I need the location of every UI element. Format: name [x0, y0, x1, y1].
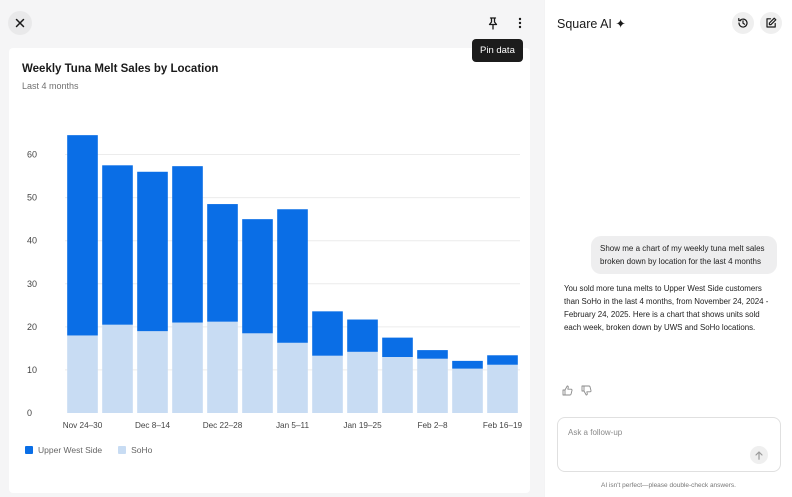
- x-tick-label-0: Nov 24–30: [63, 421, 103, 430]
- sparkle-icon: ✦: [615, 17, 626, 31]
- y-tick-label-30: 30: [27, 279, 37, 289]
- bar-upper-west-side-12: [487, 355, 518, 365]
- pin-data-tooltip: Pin data: [472, 39, 523, 62]
- chart-subtitle: Last 4 months: [22, 81, 79, 91]
- y-tick-label-0: 0: [27, 408, 32, 418]
- thumbs-up-button[interactable]: [561, 384, 573, 396]
- arrow-up-icon: [755, 450, 763, 460]
- bar-soho-5: [242, 333, 273, 413]
- bar-upper-west-side-7: [312, 311, 343, 356]
- x-tick-label-12: Feb 16–19: [483, 421, 523, 430]
- stacked-bar-chart: 0 10 20 30 40 50 60 Nov 24–30 Dec 8–14 Dec 22–28 J…: [27, 135, 523, 430]
- legend-label-soho: SoHo: [131, 445, 153, 455]
- edit-icon: [766, 17, 777, 28]
- bar-upper-west-side-6: [277, 209, 308, 343]
- bar-upper-west-side-2: [137, 171, 168, 332]
- bar-soho-1: [102, 324, 133, 413]
- bar-soho-6: [277, 342, 308, 413]
- assistant-title: Square AI ✦: [557, 16, 626, 31]
- new-chat-button[interactable]: [760, 12, 782, 34]
- bar-upper-west-side-5: [242, 219, 273, 334]
- follow-up-input[interactable]: [568, 428, 748, 437]
- bar-upper-west-side-11: [452, 360, 483, 369]
- user-message-bubble: Show me a chart of my weekly tuna melt s…: [591, 236, 777, 274]
- legend-label-upper-west-side: Upper West Side: [38, 445, 103, 455]
- y-tick-label-10: 10: [27, 365, 37, 375]
- close-button[interactable]: [8, 11, 32, 35]
- more-vertical-icon: [518, 17, 522, 29]
- bar-soho-7: [312, 355, 343, 413]
- bar-soho-11: [452, 368, 483, 413]
- chart-toolbar: [0, 0, 544, 46]
- ai-disclaimer: AI isn't perfect—please double-check ans…: [601, 482, 736, 489]
- bar-upper-west-side-1: [102, 165, 133, 325]
- legend-swatch-upper-west-side: [25, 446, 33, 454]
- x-tick-label-6: Jan 5–11: [276, 421, 310, 430]
- bar-soho-0: [67, 335, 98, 413]
- legend-item-upper-west-side[interactable]: Upper West Side: [25, 445, 102, 455]
- bar-soho-12: [487, 364, 518, 413]
- bar-soho-10: [417, 358, 448, 413]
- bar-upper-west-side-8: [347, 319, 378, 352]
- thumbs-down-icon: [581, 385, 591, 395]
- bar-soho-4: [207, 321, 238, 413]
- x-tick-label-10: Feb 2–8: [417, 421, 447, 430]
- y-tick-label-40: 40: [27, 236, 37, 246]
- history-icon: [738, 18, 748, 28]
- y-tick-label-60: 60: [27, 150, 37, 160]
- bar-soho-8: [347, 351, 378, 413]
- bar-soho-9: [382, 357, 413, 413]
- chart-panel: Weekly Tuna Melt Sales by Location Last …: [0, 0, 544, 493]
- pin-button[interactable]: [482, 12, 504, 34]
- legend-swatch-soho: [118, 446, 127, 454]
- assistant-title-text: Square AI: [557, 17, 612, 31]
- more-options-button[interactable]: [510, 12, 530, 34]
- close-icon: [15, 18, 25, 28]
- send-button[interactable]: [750, 446, 768, 464]
- x-tick-label-2: Dec 8–14: [135, 421, 170, 430]
- bar-soho-3: [172, 322, 203, 413]
- y-tick-label-20: 20: [27, 322, 37, 332]
- bar-upper-west-side-0: [67, 135, 98, 336]
- bar-upper-west-side-10: [417, 350, 448, 359]
- history-button[interactable]: [732, 12, 754, 34]
- chart-title: Weekly Tuna Melt Sales by Location: [22, 63, 219, 75]
- legend-item-soho[interactable]: SoHo: [118, 445, 152, 455]
- feedback-controls: [561, 384, 599, 396]
- thumbs-down-button[interactable]: [580, 384, 592, 396]
- y-tick-label-50: 50: [27, 193, 37, 203]
- bar-upper-west-side-4: [207, 204, 238, 322]
- bar-upper-west-side-3: [172, 166, 203, 323]
- thumbs-up-icon: [562, 385, 572, 395]
- chart-card: Weekly Tuna Melt Sales by Location Last …: [9, 48, 530, 493]
- assistant-header: Square AI ✦: [545, 0, 792, 46]
- pin-icon: [488, 16, 498, 30]
- follow-up-composer: [557, 417, 781, 472]
- x-tick-label-4: Dec 22–28: [203, 421, 243, 430]
- chart-legend: Upper West Side SoHo: [25, 445, 168, 455]
- bar-upper-west-side-9: [382, 337, 413, 357]
- assistant-panel: Square AI ✦ Show me a chart of my weekly…: [545, 0, 792, 497]
- assistant-message: You sold more tuna melts to Upper West S…: [564, 284, 769, 332]
- x-tick-label-8: Jan 19–25: [343, 421, 382, 430]
- bar-soho-2: [137, 331, 168, 413]
